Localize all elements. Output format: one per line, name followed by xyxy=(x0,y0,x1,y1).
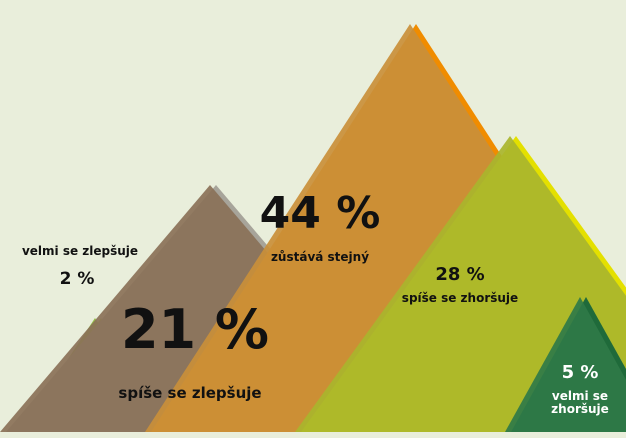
category-label: zůstává stejný xyxy=(270,250,370,264)
mountain xyxy=(295,136,626,432)
category-label: spíše se zlepšuje xyxy=(118,384,262,402)
category-label: spíše se zhoršuje xyxy=(401,291,519,305)
value-label: 28 % xyxy=(435,264,485,285)
value-label: 5 % xyxy=(561,362,599,383)
value-label: 21 % xyxy=(120,298,270,361)
value-label: 2 % xyxy=(59,269,95,289)
mountain xyxy=(505,297,626,432)
category-label: velmi se zlepšuje xyxy=(21,244,139,258)
value-label: 44 % xyxy=(259,188,381,239)
category-label: velmi se zhoršuje xyxy=(551,389,609,417)
